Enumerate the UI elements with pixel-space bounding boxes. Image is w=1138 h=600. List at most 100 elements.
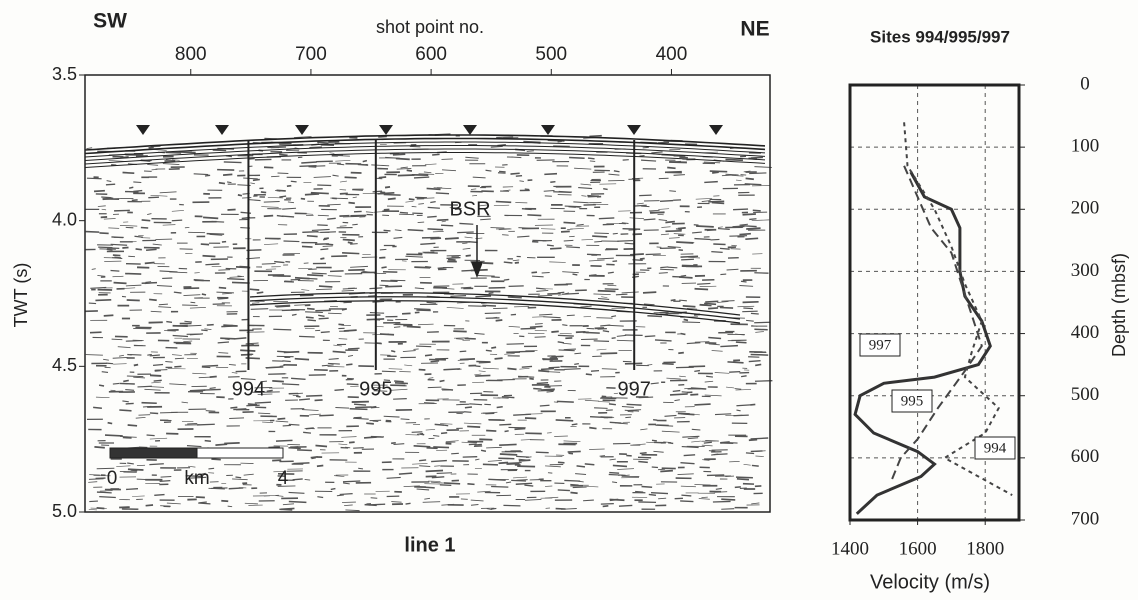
texture-stroke	[126, 489, 138, 490]
texture-stroke	[665, 231, 681, 232]
texture-stroke	[340, 494, 353, 495]
texture-stroke	[409, 199, 415, 200]
texture-stroke	[227, 209, 235, 210]
texture-stroke	[395, 383, 408, 384]
texture-stroke	[101, 197, 111, 198]
texture-stroke	[436, 193, 449, 194]
texture-stroke	[652, 440, 657, 441]
texture-stroke	[268, 447, 279, 448]
direction-label: SW	[93, 10, 127, 33]
texture-stroke	[694, 371, 700, 372]
texture-stroke	[749, 440, 757, 441]
series-label: 995	[901, 393, 924, 409]
texture-stroke	[317, 465, 323, 466]
texture-stroke	[491, 347, 496, 348]
texture-stroke	[558, 462, 565, 463]
texture-stroke	[399, 473, 412, 474]
y-axis-label: Depth (mbsf)	[1109, 253, 1129, 357]
texture-stroke	[725, 442, 738, 443]
texture-stroke	[754, 322, 770, 323]
texture-stroke	[343, 240, 355, 241]
texture-stroke	[635, 491, 643, 492]
texture-stroke	[160, 506, 171, 507]
texture-stroke	[398, 175, 415, 176]
texture-stroke	[720, 346, 738, 347]
texture-stroke	[446, 258, 460, 259]
x-tick-label: 400	[656, 44, 688, 65]
texture-stroke	[142, 220, 151, 221]
texture-stroke	[683, 306, 696, 307]
texture-stroke	[665, 222, 674, 223]
site-label: 995	[359, 378, 392, 400]
texture-stroke	[623, 229, 641, 230]
texture-stroke	[218, 270, 230, 271]
texture-stroke	[537, 383, 548, 384]
texture-stroke	[460, 359, 475, 360]
texture-stroke	[201, 330, 207, 331]
texture-stroke	[377, 193, 394, 194]
texture-stroke	[277, 216, 284, 217]
texture-stroke	[205, 175, 210, 176]
texture-stroke	[541, 369, 554, 370]
texture-stroke	[736, 342, 747, 343]
texture-stroke	[317, 225, 328, 226]
texture-stroke	[425, 487, 434, 488]
texture-stroke	[93, 407, 102, 408]
texture-stroke	[407, 170, 412, 171]
texture-stroke	[342, 290, 354, 291]
texture-stroke	[122, 247, 128, 248]
texture-stroke	[712, 172, 719, 173]
texture-stroke	[743, 302, 759, 303]
x-tick-label: 700	[295, 44, 327, 65]
texture-stroke	[746, 178, 754, 179]
texture-stroke	[282, 361, 290, 362]
texture-stroke	[114, 210, 130, 211]
texture-stroke	[679, 300, 687, 301]
texture-stroke	[594, 408, 608, 409]
texture-stroke	[440, 485, 451, 486]
figure: 8007006005004003.54.04.55.0shot point no…	[0, 0, 1138, 600]
texture-stroke	[630, 254, 644, 255]
x-axis-label: Velocity (m/s)	[870, 571, 990, 593]
texture-stroke	[589, 428, 596, 429]
texture-stroke	[319, 415, 333, 416]
texture-stroke	[315, 400, 323, 401]
texture-stroke	[113, 383, 119, 384]
texture-stroke	[536, 452, 549, 453]
texture-stroke	[407, 327, 421, 328]
texture-stroke	[704, 182, 718, 183]
texture-stroke	[282, 384, 299, 385]
texture-stroke	[651, 493, 668, 494]
texture-stroke	[712, 202, 724, 203]
texture-stroke	[401, 419, 410, 420]
texture-stroke	[607, 285, 616, 286]
texture-stroke	[320, 258, 324, 259]
texture-stroke	[414, 267, 430, 268]
texture-stroke	[478, 276, 495, 277]
texture-stroke	[282, 216, 294, 217]
texture-stroke	[559, 350, 575, 351]
y-tick-label: 3.5	[52, 64, 77, 84]
texture-stroke	[327, 204, 340, 205]
texture-stroke	[669, 191, 676, 192]
texture-stroke	[428, 387, 442, 388]
texture-stroke	[381, 281, 398, 282]
texture-stroke	[708, 308, 718, 309]
texture-stroke	[278, 173, 289, 174]
texture-stroke	[613, 233, 618, 234]
texture-stroke	[443, 425, 448, 426]
texture-stroke	[549, 367, 560, 368]
texture-stroke	[553, 192, 571, 193]
texture-stroke	[611, 316, 616, 317]
texture-stroke	[475, 296, 491, 297]
texture-stroke	[682, 392, 692, 393]
texture-stroke	[262, 264, 276, 265]
texture-stroke	[660, 471, 673, 472]
texture-stroke	[541, 389, 555, 390]
texture-stroke	[394, 327, 400, 328]
texture-stroke	[438, 268, 445, 269]
texture-stroke	[674, 175, 685, 176]
site-label: 994	[232, 378, 265, 400]
texture-stroke	[510, 173, 519, 174]
texture-stroke	[147, 435, 155, 436]
